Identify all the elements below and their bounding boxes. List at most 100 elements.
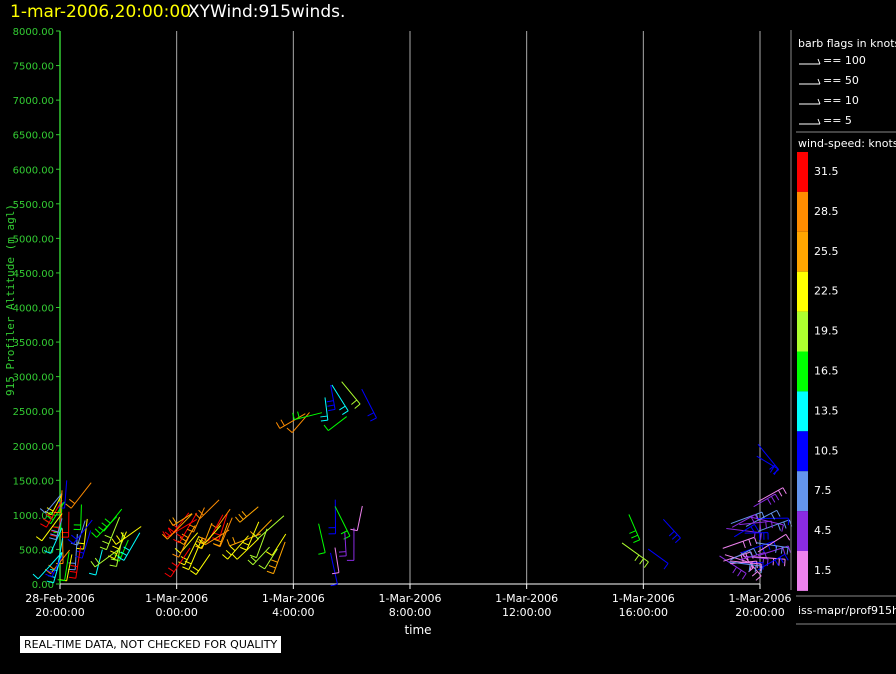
color-bin xyxy=(797,471,808,512)
wind-barb-flag xyxy=(50,534,58,538)
wind-barb-flag xyxy=(320,419,328,422)
wind-barb-flag xyxy=(754,524,759,531)
wind-barb-flag xyxy=(270,559,278,563)
y-tick-label: 1500.00 xyxy=(13,476,54,487)
wind-barb-flag xyxy=(327,404,335,407)
wind-barb-flag xyxy=(748,550,753,557)
x-tick-time: 12:00:00 xyxy=(502,606,551,619)
wind-barb xyxy=(41,513,63,542)
wind-barb-flag xyxy=(168,567,175,573)
wind-barb xyxy=(757,443,780,470)
wind-barb-flag xyxy=(339,405,346,411)
wind-barb-flag xyxy=(753,548,758,555)
wind-barb xyxy=(172,513,193,526)
x-tick-time: 20:00:00 xyxy=(735,606,784,619)
wind-barb-flag xyxy=(754,514,760,521)
wind-barb-flag xyxy=(184,560,192,565)
wind-barb-flag xyxy=(99,546,107,551)
wind-barb-flag xyxy=(168,519,174,526)
barb-legend-label: == 50 xyxy=(823,74,859,87)
wind-barb xyxy=(356,505,363,531)
wind-barb-flag xyxy=(212,543,220,547)
wind-barb-flag xyxy=(286,427,293,433)
color-bin xyxy=(797,191,808,232)
wind-barb xyxy=(628,514,641,540)
wind-barb xyxy=(118,539,129,562)
wind-barb xyxy=(273,541,286,574)
color-bin xyxy=(797,311,808,352)
wind-barb-flag xyxy=(43,550,51,554)
wind-barb-flag xyxy=(759,522,762,530)
color-bin-label: 28.5 xyxy=(814,205,839,218)
wind-barb-flag xyxy=(117,556,125,561)
wind-barb-flag xyxy=(748,564,751,572)
wind-barb-flag xyxy=(182,566,190,571)
wind-barb-flag xyxy=(57,579,65,582)
wind-barb xyxy=(37,552,63,580)
wind-barb-flag xyxy=(46,580,54,584)
wind-barb-flag xyxy=(750,516,755,524)
wind-barb-flag xyxy=(769,464,776,470)
wind-barb xyxy=(70,482,92,509)
x-tick-date: 1-Mar-2006 xyxy=(729,592,792,605)
wind-barb-flag xyxy=(772,558,775,566)
wind-barb-flag xyxy=(194,513,201,519)
wind-barb xyxy=(739,520,772,526)
wind-barb-flag xyxy=(67,538,74,545)
wind-barb-flag xyxy=(340,530,348,535)
wind-barb-flag xyxy=(318,552,326,555)
wind-barb-flag xyxy=(40,523,47,528)
wind-barb xyxy=(193,507,205,533)
wind-barb-flag xyxy=(45,513,53,518)
wind-barb xyxy=(621,542,649,563)
wind-barb-flag xyxy=(109,564,117,567)
wind-barb xyxy=(64,552,70,581)
y-tick-label: 5000.00 xyxy=(13,234,54,245)
speed-legend-title: wind-speed: knots xyxy=(798,137,896,150)
wind-barb xyxy=(719,555,747,574)
wind-barb-flag xyxy=(167,527,173,535)
wind-barb-flag xyxy=(173,538,180,544)
wind-barb-flag xyxy=(350,528,358,532)
wind-barb-flag xyxy=(252,533,259,540)
wind-barb-flag xyxy=(784,554,789,561)
wind-barb xyxy=(184,535,200,566)
wind-barb-flag xyxy=(663,563,669,570)
wind-barb-flag xyxy=(320,415,328,418)
wind-barb xyxy=(61,528,64,564)
wind-barb-flag xyxy=(268,565,276,569)
wind-barb xyxy=(116,532,124,567)
color-bin-label: 31.5 xyxy=(814,165,839,178)
wind-barb xyxy=(257,515,285,540)
barb-legend-icon xyxy=(817,118,821,125)
wind-barb-flag xyxy=(49,511,56,517)
wind-barb-flag xyxy=(668,530,675,537)
wind-barb-flag xyxy=(770,512,775,520)
wind-barb-flag xyxy=(47,515,54,521)
wind-barb-flag xyxy=(171,562,178,567)
wind-barb-flag xyxy=(786,547,789,555)
wind-barb-flag xyxy=(231,553,238,560)
wind-barb-flag xyxy=(770,496,776,503)
wind-barb-flag xyxy=(110,550,117,555)
wind-barb-flag xyxy=(49,537,57,541)
barb-legend-title: barb flags in knots xyxy=(798,37,896,50)
wind-barb xyxy=(330,552,338,585)
y-tick-label: 2500.00 xyxy=(13,407,54,418)
wind-barb xyxy=(361,388,377,419)
wind-barb xyxy=(294,412,323,421)
wind-barb-flag xyxy=(326,400,334,403)
wind-barb xyxy=(722,536,755,549)
y-tick-label: 7500.00 xyxy=(13,62,54,73)
x-tick-date: 28-Feb-2006 xyxy=(25,592,94,605)
wind-barb-flag xyxy=(32,573,39,580)
wind-barb-flag xyxy=(351,399,358,405)
color-bin-label: 13.5 xyxy=(814,404,839,417)
wind-barb xyxy=(115,526,142,545)
wind-barb xyxy=(180,532,199,554)
wind-barb-flag xyxy=(186,528,194,533)
wind-barb-flag xyxy=(258,564,265,570)
wind-barb-flag xyxy=(370,417,377,422)
color-bin xyxy=(797,511,808,551)
wind-barb xyxy=(662,518,681,539)
